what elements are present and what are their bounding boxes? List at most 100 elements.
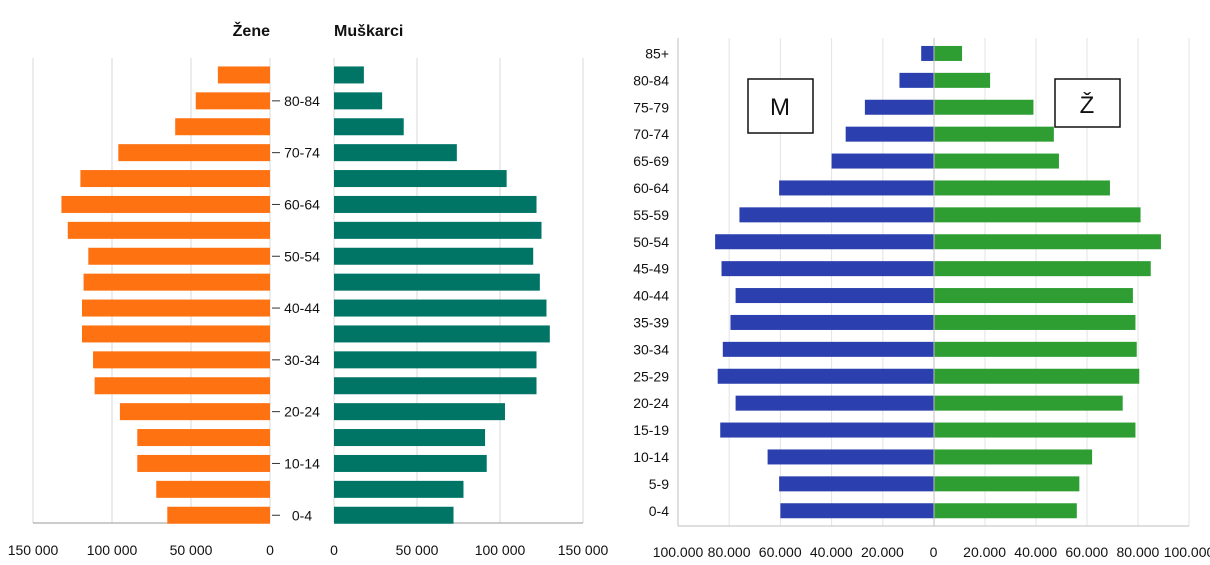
bar-m-1: [899, 72, 934, 88]
age-label: 80-84: [284, 93, 320, 109]
bar-muskarci-6: [334, 221, 542, 239]
bar-z-5: [934, 180, 1110, 196]
x-tick-label: 50 000: [170, 542, 213, 558]
bar-z-1: [934, 72, 991, 88]
bar-m-6: [739, 207, 934, 223]
category-label: 70-74: [633, 126, 669, 142]
bar-muskarci-11: [334, 351, 537, 369]
x-tick-label: 20.000: [861, 544, 904, 560]
category-label: 10-14: [633, 449, 669, 465]
bar-z-10: [934, 314, 1136, 330]
bar-m-2: [864, 99, 934, 115]
bar-zene-4: [80, 170, 271, 188]
age-label: 50-54: [284, 248, 320, 264]
bar-z-11: [934, 341, 1137, 357]
bar-zene-9: [81, 299, 270, 317]
bar-z-0: [934, 45, 963, 61]
bar-muskarci-8: [334, 273, 540, 291]
category-label: 5-9: [649, 476, 669, 492]
bar-muskarci-9: [334, 299, 547, 317]
x-tick-label: 0: [330, 542, 338, 558]
category-label: 60-64: [633, 180, 669, 196]
bar-zene-1: [195, 92, 270, 110]
bar-m-16: [779, 476, 934, 492]
bar-zene-5: [61, 195, 270, 213]
x-tick-label: 60.000: [1065, 544, 1108, 560]
bar-zene-17: [167, 506, 270, 524]
x-tick-label: 100.000: [1164, 544, 1210, 560]
bar-z-17: [934, 503, 1077, 519]
x-tick-label: 50 000: [396, 542, 439, 558]
bar-z-3: [934, 126, 1054, 142]
bar-muskarci-1: [334, 92, 383, 110]
category-label: 85+: [645, 45, 669, 61]
chart-left-pyramid: Žene Muškarci 80-84 70-74 60-64 50-54 40-44 30-…: [8, 21, 609, 558]
bar-zene-10: [81, 325, 270, 343]
bar-muskarci-7: [334, 247, 534, 265]
bar-m-13: [735, 395, 934, 411]
x-tick-label: 60.000: [759, 544, 802, 560]
bar-m-7: [715, 234, 934, 250]
bar-muskarci-2: [334, 118, 404, 136]
x-tick-label: 80.000: [708, 544, 751, 560]
category-label: 80-84: [633, 72, 669, 88]
bar-muskarci-14: [334, 429, 486, 447]
x-tick-label: 150 000: [558, 542, 609, 558]
age-label: 70-74: [284, 145, 320, 161]
bar-m-3: [845, 126, 934, 142]
category-label: 45-49: [633, 261, 669, 277]
category-label: 50-54: [633, 234, 669, 250]
category-label: 15-19: [633, 422, 669, 438]
bar-z-7: [934, 234, 1161, 250]
bar-m-12: [717, 368, 934, 384]
bar-zene-12: [94, 377, 271, 395]
bar-z-2: [934, 99, 1034, 115]
bar-muskarci-10: [334, 325, 550, 343]
x-tick-label: 0: [930, 544, 938, 560]
bar-zene-0: [217, 66, 270, 84]
bar-muskarci-3: [334, 144, 457, 162]
bar-zene-11: [93, 351, 270, 369]
bar-z-14: [934, 422, 1136, 438]
bar-m-10: [730, 314, 934, 330]
x-tick-label: 80.000: [1116, 544, 1159, 560]
bar-z-12: [934, 368, 1140, 384]
x-tick-label: 100 000: [475, 542, 526, 558]
x-tick-label: 40.000: [1014, 544, 1057, 560]
bar-zene-15: [137, 454, 270, 472]
category-label: 55-59: [633, 207, 669, 223]
bar-muskarci-13: [334, 403, 505, 421]
legend-label-m: M: [770, 94, 790, 121]
bar-z-16: [934, 476, 1080, 492]
bar-m-0: [921, 45, 934, 61]
category-label: 40-44: [633, 288, 669, 304]
left-header: Žene: [233, 21, 270, 40]
bar-zene-16: [156, 480, 270, 498]
bar-z-15: [934, 449, 1093, 465]
bar-muskarci-17: [334, 506, 454, 524]
x-tick-label: 100.000: [653, 544, 704, 560]
x-tick-label: 0: [266, 542, 274, 558]
right-header: Muškarci: [334, 23, 403, 40]
bar-zene-13: [119, 403, 271, 421]
bar-z-4: [934, 153, 1059, 169]
bar-zene-6: [67, 221, 270, 239]
category-label: 30-34: [633, 341, 669, 357]
bar-muskarci-4: [334, 170, 507, 188]
age-label: 0-4: [292, 507, 312, 523]
bar-zene-14: [137, 429, 270, 447]
bar-muskarci-5: [334, 195, 537, 213]
category-label: 65-69: [633, 153, 669, 169]
legend-box-m: [747, 78, 814, 134]
bar-muskarci-0: [334, 66, 364, 84]
bar-z-13: [934, 395, 1123, 411]
bar-muskarci-15: [334, 454, 487, 472]
bar-muskarci-16: [334, 480, 464, 498]
age-label: 20-24: [284, 404, 320, 420]
category-label: 35-39: [633, 314, 669, 330]
bar-z-9: [934, 288, 1133, 304]
age-label: 30-34: [284, 352, 320, 368]
age-label: 40-44: [284, 300, 320, 316]
bar-m-11: [722, 341, 934, 357]
